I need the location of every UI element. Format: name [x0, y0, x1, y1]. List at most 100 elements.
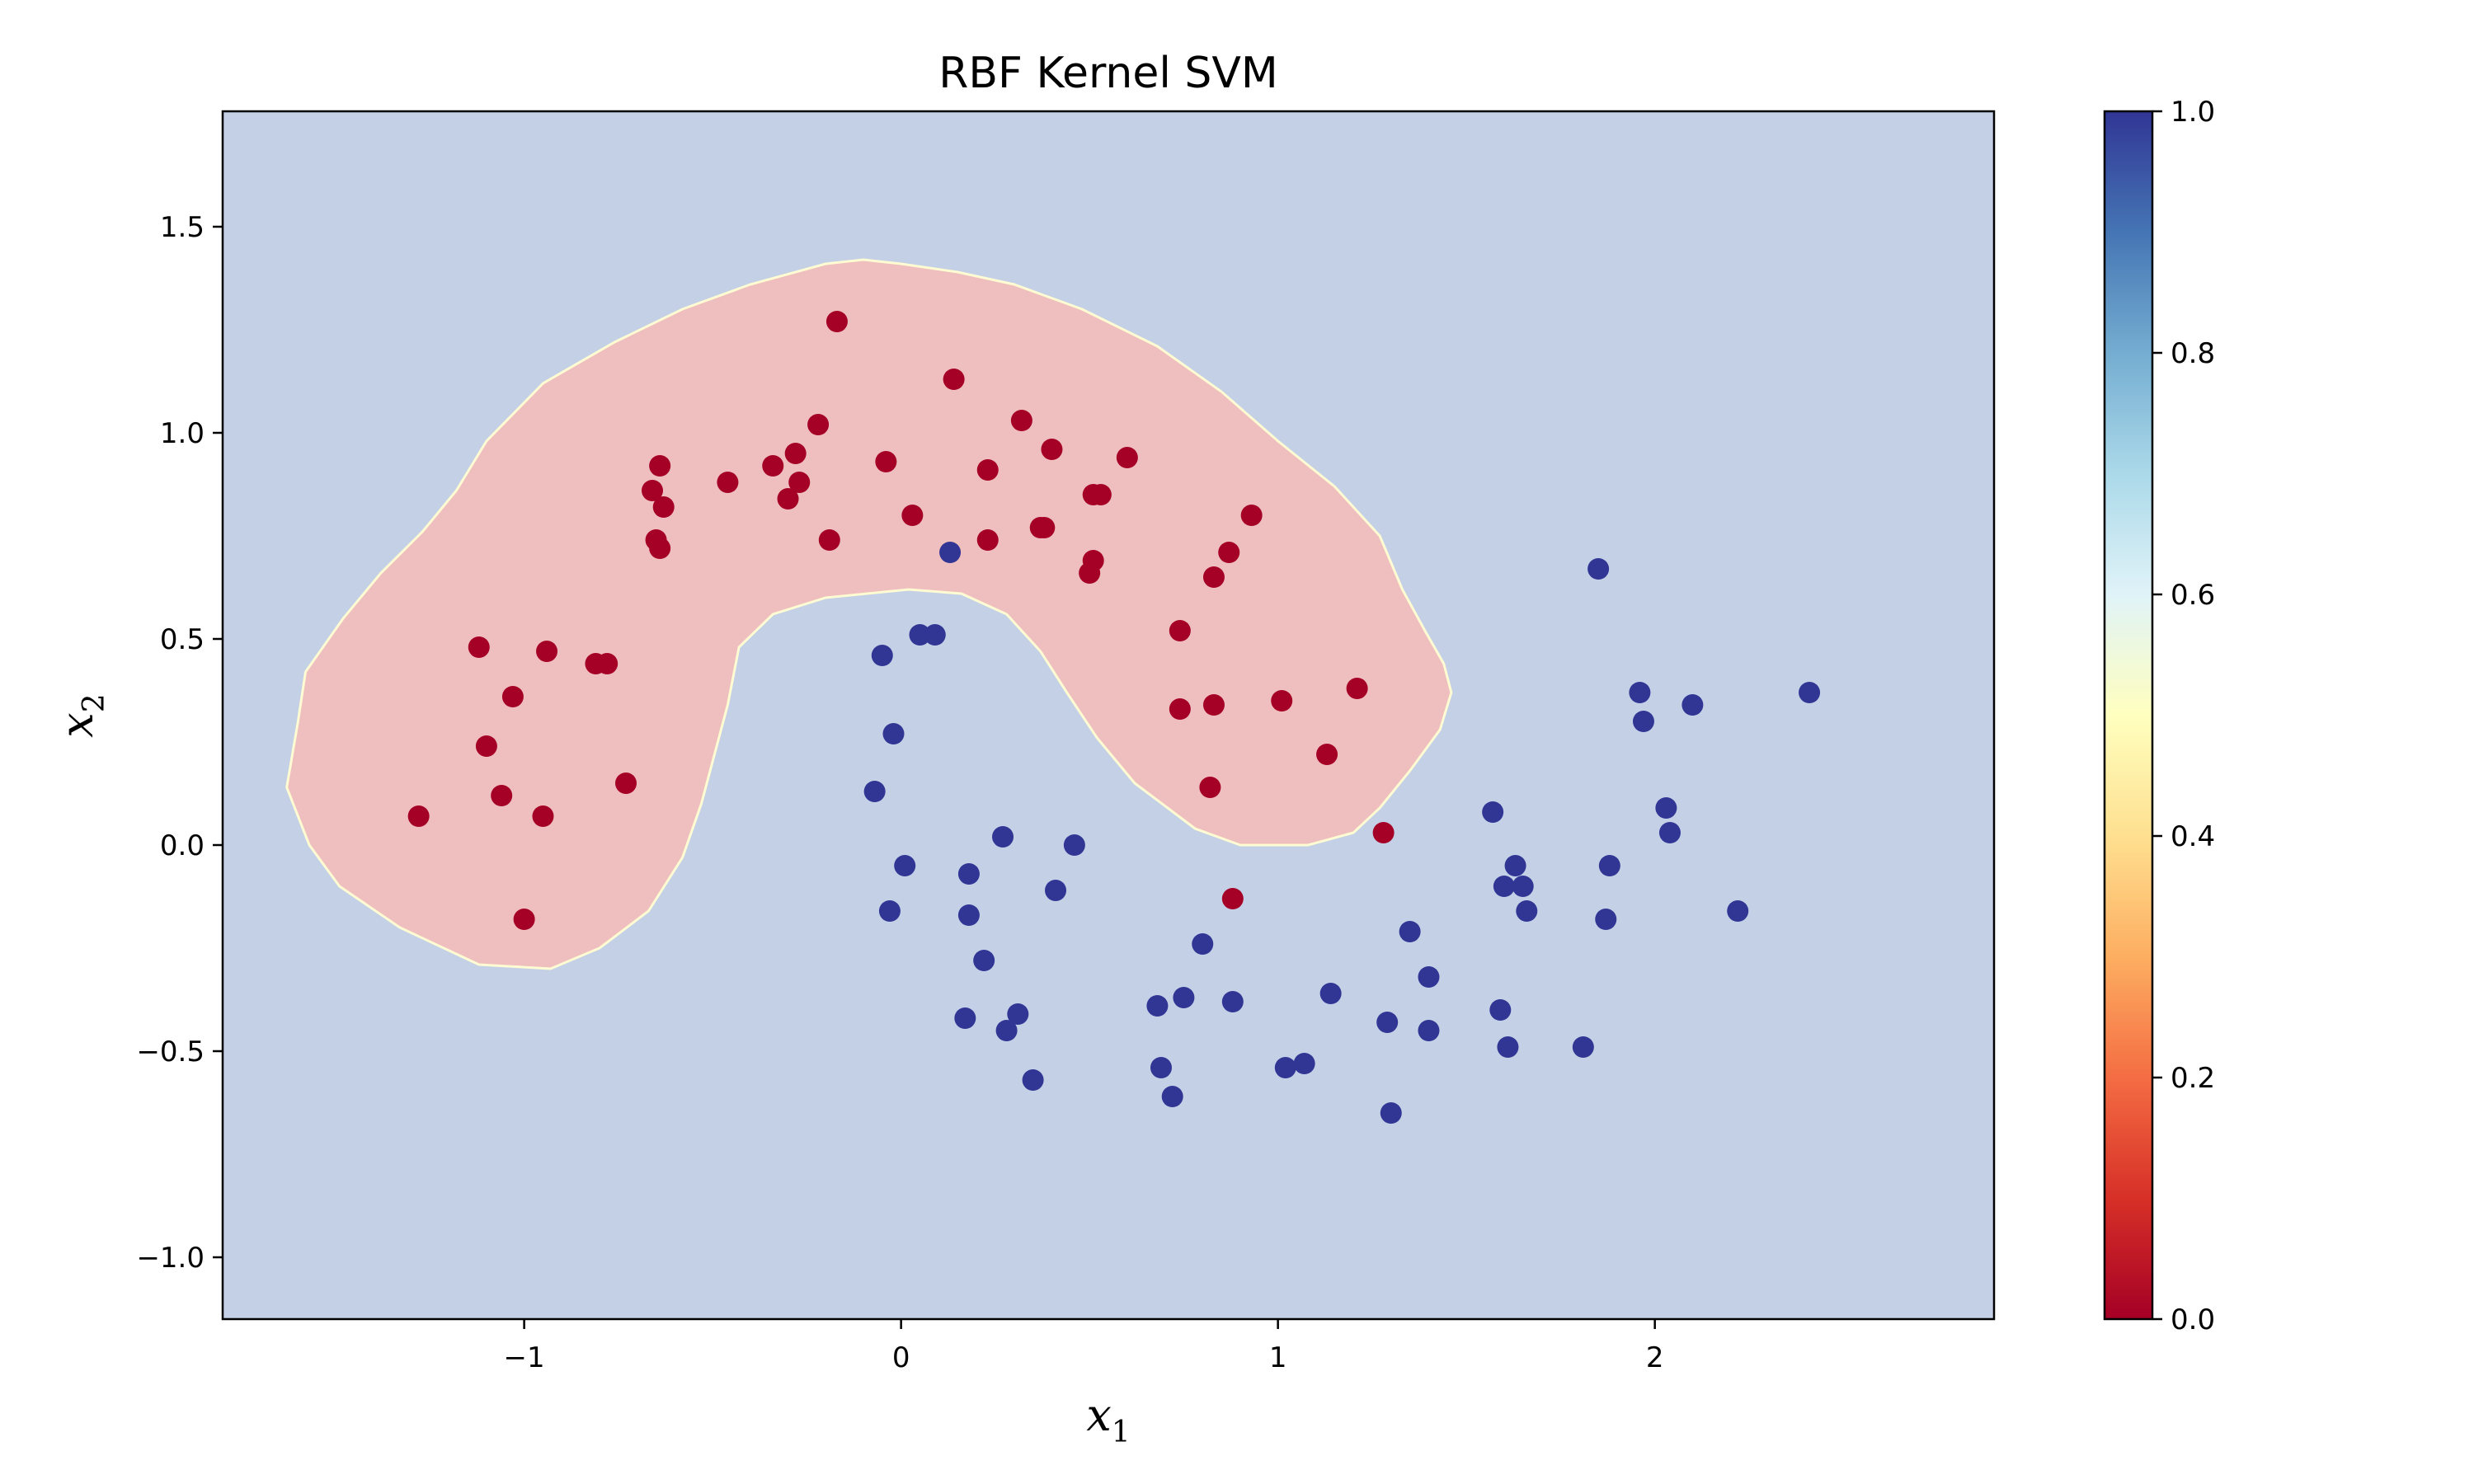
class-0-point: [777, 488, 799, 510]
y-axis-label: x2: [51, 693, 111, 737]
class-0-point: [536, 641, 558, 662]
colorbar-tick-label: 0.4: [2171, 820, 2215, 853]
x-axis-label: x1: [1086, 1389, 1130, 1449]
class-0-point: [1199, 777, 1221, 798]
class-1-point: [1587, 558, 1610, 580]
plot-frame: [221, 110, 1996, 1321]
colorbar-tick-label: 0.8: [2171, 337, 2215, 370]
y-tick-label: 0.0: [160, 829, 205, 862]
class-0-point: [1372, 822, 1395, 843]
class-0-point: [717, 472, 739, 493]
colorbar: [2103, 110, 2154, 1321]
class-0-point: [652, 496, 675, 518]
class-0-point: [1271, 690, 1293, 711]
y-tick-label: −0.5: [136, 1036, 205, 1068]
class-1-point: [1399, 921, 1421, 942]
class-1-point: [1595, 909, 1617, 930]
class-1-point: [1629, 682, 1651, 703]
class-1-point: [1497, 1036, 1519, 1058]
colorbar-tick-label: 0.0: [2171, 1303, 2215, 1336]
x-tick-label: −1: [504, 1341, 545, 1374]
x-axis-ticks: −1 0 1 2: [504, 1319, 1664, 1374]
class-0-point: [513, 909, 535, 930]
class-0-point: [784, 443, 807, 464]
class-1-point: [995, 1020, 1018, 1041]
class-1-point: [1512, 876, 1534, 897]
class-0-point: [1169, 620, 1191, 641]
class-1-point: [992, 826, 1014, 848]
class-1-point: [1150, 1057, 1172, 1078]
scatter-points: [407, 311, 1821, 1124]
class-0-point: [407, 805, 430, 827]
class-1-point: [957, 904, 980, 926]
class-1-point: [1221, 991, 1244, 1012]
class-0-point: [1218, 542, 1240, 563]
class-1-point: [1319, 983, 1342, 1004]
class-1-point: [1063, 834, 1085, 856]
class-1-point: [863, 781, 886, 802]
decision-region-class0: [285, 258, 1453, 970]
class-0-point: [1089, 484, 1112, 505]
class-0-point: [615, 773, 637, 794]
class-1-point: [1380, 1102, 1402, 1124]
class-1-point: [939, 542, 962, 563]
class-1-point: [1274, 1057, 1296, 1078]
class-0-point: [943, 369, 965, 390]
class-1-point: [1658, 822, 1681, 843]
class-1-point: [1418, 966, 1440, 988]
y-axis-ticks: −1.0 −0.5 0.0 0.5 1.0 1.5: [136, 211, 223, 1275]
class-1-point: [1192, 933, 1214, 955]
class-0-point: [901, 505, 924, 526]
class-0-point: [1202, 566, 1225, 588]
colorbar-tick-label: 0.2: [2171, 1062, 2215, 1095]
class-1-point: [1418, 1020, 1440, 1041]
class-1-point: [1598, 855, 1620, 876]
class-0-point: [642, 480, 664, 501]
y-tick-label: 1.5: [160, 211, 205, 244]
class-1-point: [909, 624, 931, 646]
class-0-point: [1346, 678, 1368, 699]
class-1-point: [1504, 855, 1526, 876]
colorbar-tick-label: 0.6: [2171, 579, 2215, 612]
class-1-point: [882, 723, 905, 744]
class-1-point: [871, 645, 893, 666]
class-0-point: [1033, 517, 1056, 538]
class-1-point: [894, 855, 916, 876]
class-1-point: [954, 1007, 976, 1029]
colorbar-tick-label: 1.0: [2171, 96, 2215, 129]
class-1-point: [1007, 1003, 1029, 1025]
y-tick-label: −1.0: [136, 1242, 205, 1275]
class-0-point: [976, 529, 999, 551]
class-1-point: [1681, 694, 1704, 716]
class-1-point: [1632, 711, 1654, 732]
class-0-point: [1316, 744, 1338, 765]
class-0-point: [491, 785, 513, 806]
class-0-point: [649, 538, 671, 559]
class-1-point: [957, 863, 980, 885]
class-1-point: [1161, 1086, 1183, 1107]
class-1-point: [1376, 1012, 1399, 1033]
y-tick-label: 0.5: [160, 623, 205, 656]
class-0-point: [788, 472, 811, 493]
class-1-point: [1493, 876, 1515, 897]
class-0-point: [501, 686, 524, 707]
class-1-point: [1146, 995, 1169, 1017]
class-1-point: [1655, 797, 1677, 819]
class-1-point: [973, 950, 995, 971]
class-0-point: [1079, 562, 1101, 584]
colorbar-ticks: 0.0 0.2 0.4 0.6 0.8 1.0: [2152, 96, 2215, 1336]
class-0-point: [1240, 505, 1263, 526]
class-0-point: [475, 735, 497, 757]
class-1-point: [1022, 1069, 1044, 1091]
class-1-point: [924, 624, 946, 646]
class-1-point: [1482, 801, 1504, 823]
class-0-point: [1010, 410, 1032, 431]
class-0-point: [649, 455, 671, 477]
class-0-point: [1116, 447, 1138, 468]
chart-title: RBF Kernel SVM: [938, 49, 1278, 98]
class-0-point: [762, 455, 784, 477]
class-0-point: [532, 805, 554, 827]
class-0-point: [1221, 888, 1244, 909]
class-1-point: [1572, 1036, 1594, 1058]
